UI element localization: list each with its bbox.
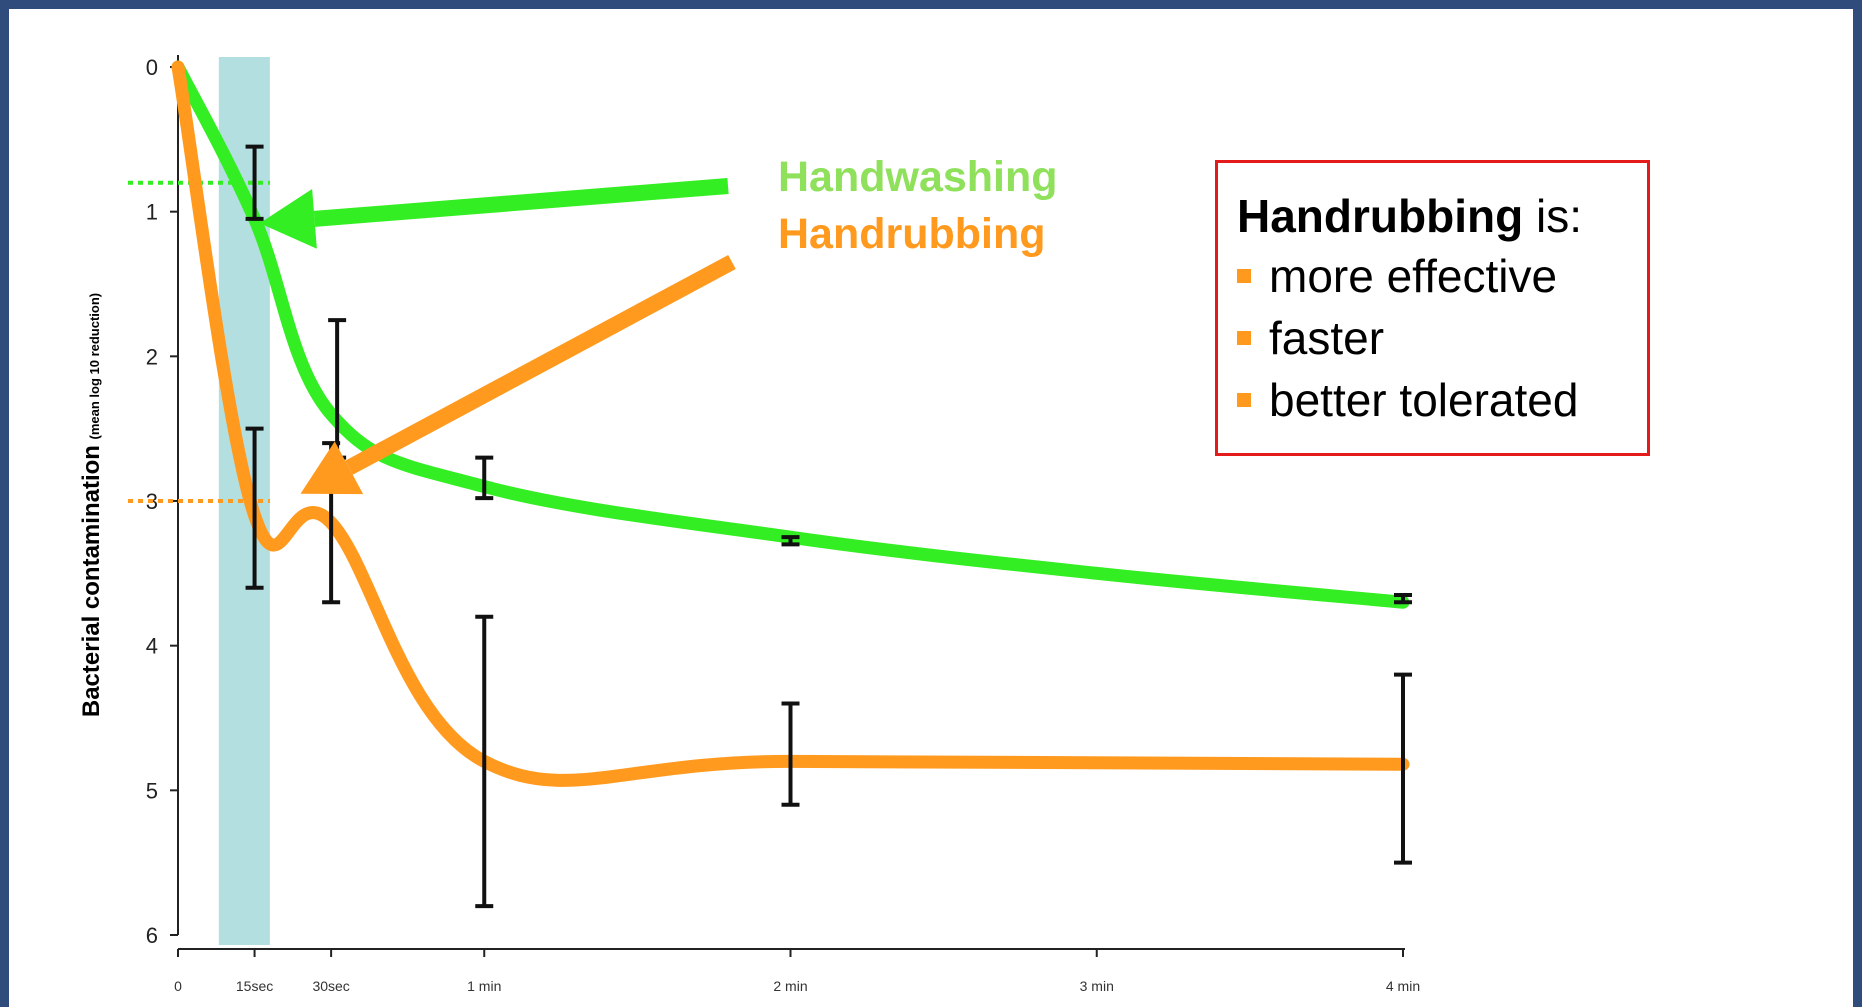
callout-title: Handrubbing is: [1237,187,1647,245]
x-tick-label: 3 min [1080,978,1114,994]
y-axis-label-unit: (mean log 10 reduction) [87,292,102,440]
y-tick-label: 5 [146,778,158,803]
callout-item-text: faster [1269,312,1385,364]
callout-item: more effective [1237,245,1647,307]
callout-item: faster [1237,307,1647,369]
y-tick-label: 0 [146,55,158,80]
callout-box: Handrubbing is: more effective faster be… [1215,160,1650,456]
x-tick-label: 1 min [467,978,501,994]
bullet-square-icon [1237,269,1251,283]
series-line-handrubbing [171,60,1410,787]
y-axis-label-main: Bacterial contamination [78,445,105,718]
y-tick-label: 6 [146,923,158,948]
y-tick-label: 4 [146,634,158,659]
bullet-square-icon [1237,331,1251,345]
series-line-handwashing [171,60,1410,609]
legend-handrubbing: Handrubbing [778,210,1046,258]
callout-item-text: better tolerated [1269,374,1579,426]
handwashing-arrow [313,178,729,227]
callout-item: better tolerated [1237,369,1647,431]
callout-item-text: more effective [1269,250,1558,302]
x-tick-label: 4 min [1386,978,1420,994]
callout-title-bold: Handrubbing [1237,190,1524,242]
x-tick-label: 15sec [236,978,273,994]
handrubbing-arrow-head [300,441,364,495]
y-axis-label: Bacterial contamination (mean log 10 red… [78,293,106,717]
x-tick-label: 2 min [773,978,807,994]
callout-title-rest: is: [1523,190,1582,242]
y-tick-label: 1 [146,200,158,225]
y-tick-label: 2 [146,344,158,369]
handrubbing-arrow [345,254,736,475]
x-tick-label: 30sec [312,978,349,994]
bullet-square-icon [1237,393,1251,407]
handwashing-arrow-head [259,188,317,249]
x-tick-label: 0 [174,978,182,994]
legend-handwashing: Handwashing [778,153,1058,201]
